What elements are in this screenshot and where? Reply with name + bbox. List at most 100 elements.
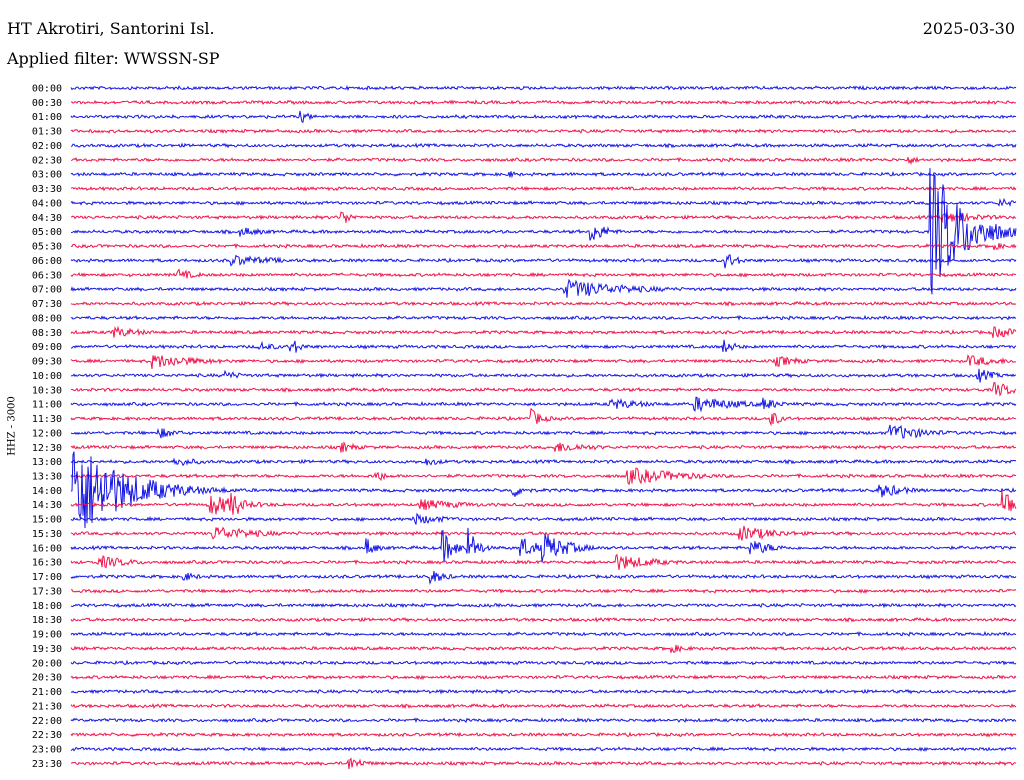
trace-row-0600 (70, 254, 1017, 269)
trace-row-0530 (70, 242, 1017, 251)
trace-row-0700 (70, 278, 1017, 298)
time-tick-label: 02:30 (32, 155, 62, 166)
time-tick-label: 03:00 (32, 170, 62, 181)
time-tick-label: 13:00 (32, 457, 62, 468)
trace-row-1030 (70, 382, 1017, 397)
trace-row-1630 (70, 553, 1017, 570)
time-tick-label: 22:00 (32, 716, 62, 727)
trace-row-1730 (70, 587, 1017, 594)
time-tick-label: 12:00 (32, 428, 62, 439)
time-tick-label: 10:00 (32, 371, 62, 382)
trace-row-0800 (70, 314, 1017, 321)
trace-row-0330 (70, 185, 1017, 192)
time-tick-label: 17:30 (32, 586, 62, 597)
trace-row-0400 (70, 197, 1017, 208)
time-tick-label: 17:00 (32, 572, 62, 583)
time-tick-label: 09:30 (32, 357, 62, 368)
time-tick-label: 16:00 (32, 543, 62, 554)
trace-row-1930 (70, 644, 1017, 653)
time-tick-label: 20:30 (32, 673, 62, 684)
trace-row-1700 (70, 570, 1017, 586)
trace-row-0430 (70, 211, 1017, 223)
trace-row-0000 (70, 84, 1017, 92)
time-tick-label: 07:00 (32, 285, 62, 296)
time-tick-label: 14:30 (32, 500, 62, 511)
time-tick-label: 21:00 (32, 687, 62, 698)
time-tick-label: 15:30 (32, 529, 62, 540)
time-tick-label: 19:30 (32, 644, 62, 655)
trace-row-0930 (70, 354, 1017, 370)
time-tick-label: 14:00 (32, 486, 62, 497)
time-tick-label: 11:00 (32, 400, 62, 411)
trace-row-1200 (70, 424, 1017, 439)
trace-row-0100 (70, 110, 1017, 123)
trace-row-1530 (70, 525, 1017, 541)
time-tick-label: 11:30 (32, 414, 62, 425)
trace-row-2130 (70, 702, 1017, 710)
trace-row-1500 (70, 512, 1017, 525)
time-tick-label: 04:00 (32, 198, 62, 209)
time-tick-label: 16:30 (32, 558, 62, 569)
trace-row-2200 (70, 717, 1017, 724)
trace-row-1400 (70, 451, 1017, 529)
trace-row-1800 (70, 602, 1017, 609)
trace-row-0730 (70, 300, 1017, 307)
time-tick-label: 03:30 (32, 184, 62, 195)
time-tick-label: 15:00 (32, 515, 62, 526)
trace-row-0900 (70, 339, 1017, 353)
trace-row-0130 (70, 128, 1017, 135)
time-tick-label: 04:30 (32, 213, 62, 224)
time-tick-label: 00:00 (32, 84, 62, 95)
time-tick-label: 21:30 (32, 701, 62, 712)
time-tick-label: 06:30 (32, 270, 62, 281)
trace-row-0230 (70, 156, 1017, 166)
trace-row-0630 (70, 268, 1017, 279)
time-tick-label: 07:30 (32, 299, 62, 310)
time-tick-label: 20:00 (32, 658, 62, 669)
trace-row-2230 (70, 731, 1017, 738)
trace-row-1130 (70, 407, 1017, 427)
trace-row-2030 (70, 674, 1017, 681)
trace-row-0300 (70, 171, 1017, 179)
trace-row-0030 (70, 99, 1017, 106)
time-tick-label: 09:00 (32, 342, 62, 353)
time-tick-label: 19:00 (32, 630, 62, 641)
trace-row-1600 (70, 527, 1017, 563)
time-tick-label: 01:00 (32, 112, 62, 123)
time-tick-label: 13:30 (32, 471, 62, 482)
trace-row-0500 (70, 168, 1017, 295)
time-tick-label: 18:30 (32, 615, 62, 626)
trace-row-2100 (70, 688, 1017, 695)
time-tick-label: 06:00 (32, 256, 62, 267)
trace-row-2000 (70, 659, 1017, 666)
time-tick-label: 05:30 (32, 242, 62, 253)
trace-row-1830 (70, 616, 1017, 623)
time-tick-label: 05:00 (32, 227, 62, 238)
trace-row-1430 (70, 490, 1017, 515)
filter-label: Applied filter: WWSSN-SP (7, 49, 220, 68)
time-tick-label: 08:00 (32, 313, 62, 324)
time-tick-label: 12:30 (32, 443, 62, 454)
trace-row-0830 (70, 325, 1017, 338)
trace-row-1330 (70, 467, 1017, 486)
time-tick-label: 00:30 (32, 98, 62, 109)
time-tick-label: 18:00 (32, 601, 62, 612)
time-tick-label: 23:30 (32, 759, 62, 770)
time-tick-label: 22:30 (32, 730, 62, 741)
time-tick-label: 08:30 (32, 328, 62, 339)
date-label: 2025-03-30 (922, 19, 1015, 38)
trace-row-2300 (70, 745, 1017, 752)
time-tick-label: 10:30 (32, 385, 62, 396)
time-tick-label: 23:00 (32, 745, 62, 756)
trace-row-1230 (70, 441, 1017, 453)
trace-row-0200 (70, 142, 1017, 149)
station-title: HT Akrotiri, Santorini Isl. (7, 19, 215, 38)
trace-row-2330 (70, 757, 1017, 770)
trace-row-1100 (70, 396, 1017, 413)
time-tick-label: 01:30 (32, 127, 62, 138)
trace-row-1900 (70, 630, 1017, 637)
trace-row-1000 (70, 368, 1017, 383)
trace-row-1300 (70, 457, 1017, 467)
time-tick-label: 02:00 (32, 141, 62, 152)
